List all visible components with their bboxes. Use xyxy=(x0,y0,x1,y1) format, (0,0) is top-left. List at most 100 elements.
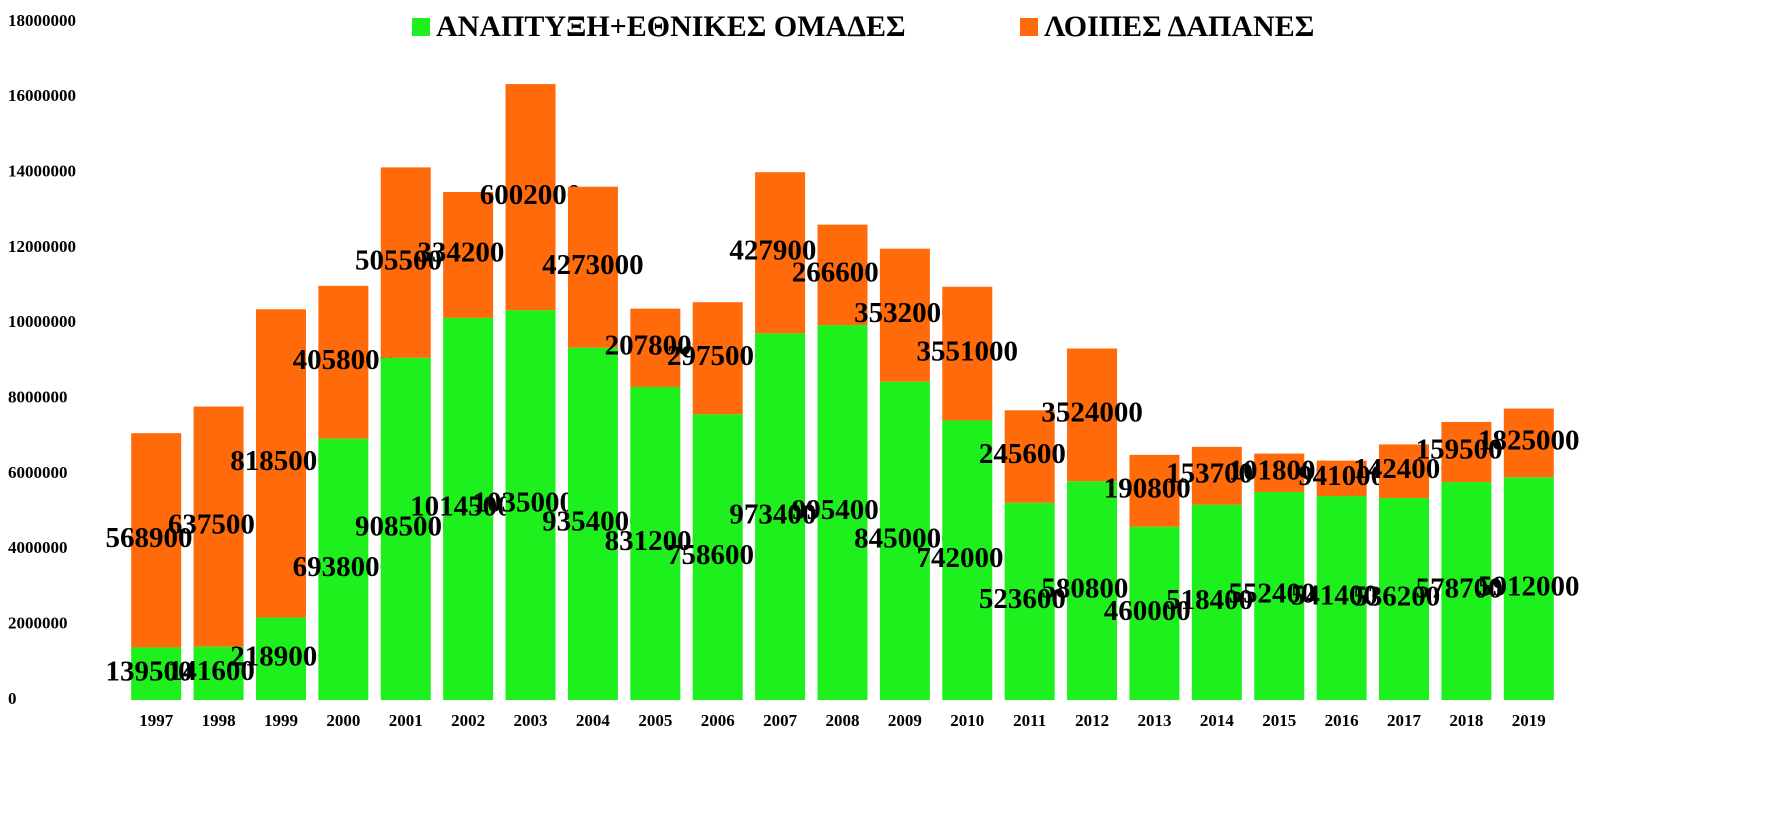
data-label: 6002000 xyxy=(480,179,582,211)
x-tick-label: 2015 xyxy=(1262,711,1296,730)
data-label: 7420000 xyxy=(917,542,1019,574)
data-label: 1825000 xyxy=(1478,425,1580,457)
data-label: 1595000 xyxy=(1416,434,1518,466)
bar-segment xyxy=(1379,498,1430,700)
data-label: 3524000 xyxy=(1041,397,1143,429)
data-label: 1424000 xyxy=(1353,453,1455,485)
data-label: 1908000 xyxy=(1104,472,1206,504)
data-label: 5362000 xyxy=(1353,581,1455,613)
bar-segment xyxy=(318,438,369,700)
x-tick-label: 2009 xyxy=(888,711,922,730)
x-tick-label: 2013 xyxy=(1137,711,1171,730)
bar-segment xyxy=(1441,482,1492,700)
x-tick-label: 2001 xyxy=(389,711,423,730)
bar-segment xyxy=(1503,477,1554,700)
data-label: 4273000 xyxy=(542,249,644,281)
bar-segment xyxy=(193,406,244,647)
bar-segment xyxy=(131,433,182,648)
data-label: 2975000 xyxy=(667,340,769,372)
bar-segment xyxy=(942,420,993,700)
bar-segment xyxy=(380,167,431,358)
bar-segment xyxy=(692,302,743,415)
data-label: 3342000 xyxy=(417,237,519,269)
legend-label: ΛΟΙΠΕΣ ΔΑΠΑΝΕΣ xyxy=(1044,10,1314,43)
y-tick-label: 2000000 xyxy=(8,614,68,633)
data-label: 4600000 xyxy=(1104,595,1206,627)
bar-segment xyxy=(567,347,618,700)
bar-segment xyxy=(1191,504,1242,700)
y-tick-label: 6000000 xyxy=(8,463,68,482)
data-label: 1537000 xyxy=(1166,457,1268,489)
bar-segment xyxy=(817,224,868,326)
x-tick-label: 2003 xyxy=(514,711,548,730)
data-label: 8185000 xyxy=(230,445,332,477)
bar-segment xyxy=(1191,446,1242,505)
data-label: 2189000 xyxy=(230,640,332,672)
bar-segment xyxy=(443,317,494,700)
data-label: 2666000 xyxy=(792,257,894,289)
x-tick-label: 2008 xyxy=(826,711,860,730)
data-label: 5184000 xyxy=(1166,584,1268,616)
bar-segment xyxy=(443,191,494,318)
bar-segment xyxy=(567,186,618,348)
data-label: 8312000 xyxy=(605,525,707,557)
y-tick-label: 18000000 xyxy=(8,11,76,30)
bar-segment xyxy=(318,285,369,439)
x-tick-label: 2016 xyxy=(1325,711,1359,730)
legend-swatch xyxy=(412,18,430,36)
bar-segment xyxy=(1316,460,1367,497)
data-label: 3551000 xyxy=(917,335,1019,367)
data-label: 5912000 xyxy=(1478,570,1580,602)
x-tick-label: 2012 xyxy=(1075,711,1109,730)
data-label: 8450000 xyxy=(854,523,956,555)
bar-segment xyxy=(1254,491,1305,700)
bar-segment xyxy=(131,647,182,700)
legend-label: ΑΝΑΠΤΥΞΗ+ΕΘΝΙΚΕΣ ΟΜΑΔΕΣ xyxy=(436,10,906,43)
x-tick-label: 2000 xyxy=(326,711,360,730)
x-tick-label: 2017 xyxy=(1387,711,1422,730)
data-label: 4058000 xyxy=(293,344,395,376)
data-label: 9085000 xyxy=(355,511,457,543)
data-label: 5414000 xyxy=(1291,580,1393,612)
bar-segment xyxy=(879,248,930,382)
bar-segment xyxy=(1316,496,1367,700)
bar-segment xyxy=(380,357,431,700)
bar-segment xyxy=(1503,408,1554,478)
bar-segment xyxy=(1067,348,1118,482)
x-tick-label: 2019 xyxy=(1512,711,1546,730)
data-label: 5236000 xyxy=(979,583,1081,615)
data-label: 7586000 xyxy=(667,539,769,571)
y-tick-label: 4000000 xyxy=(8,538,68,557)
bar-segment xyxy=(1129,454,1180,527)
bar-segment xyxy=(255,617,306,700)
data-label: 1416000 xyxy=(168,655,270,687)
x-tick-label: 1997 xyxy=(139,711,174,730)
data-label: 6375000 xyxy=(168,508,270,540)
x-tick-label: 2018 xyxy=(1449,711,1483,730)
bar-segment xyxy=(817,325,868,700)
y-tick-label: 0 xyxy=(8,689,17,708)
data-label: 1395000 xyxy=(105,655,207,687)
y-tick-label: 10000000 xyxy=(8,312,76,331)
data-label: 941000 xyxy=(1298,460,1385,492)
x-tick-label: 1999 xyxy=(264,711,298,730)
bar-segment xyxy=(255,309,306,618)
x-tick-label: 2007 xyxy=(763,711,798,730)
x-tick-label: 2005 xyxy=(638,711,672,730)
bar-segment xyxy=(1129,526,1180,700)
data-label: 5055000 xyxy=(355,244,457,276)
data-label: 2456000 xyxy=(979,438,1081,470)
data-label: 9734000 xyxy=(729,498,831,530)
bar-segment xyxy=(193,646,244,700)
x-tick-label: 2002 xyxy=(451,711,485,730)
data-label: 3532000 xyxy=(854,297,956,329)
y-tick-label: 16000000 xyxy=(8,86,76,105)
bar-segment xyxy=(942,286,993,421)
data-label: 6938000 xyxy=(293,551,395,583)
x-tick-label: 2011 xyxy=(1013,711,1046,730)
bar-segment xyxy=(879,381,930,700)
data-label: 5689000 xyxy=(105,522,207,554)
bar-segment xyxy=(505,310,556,700)
data-label: 5787000 xyxy=(1416,573,1518,605)
